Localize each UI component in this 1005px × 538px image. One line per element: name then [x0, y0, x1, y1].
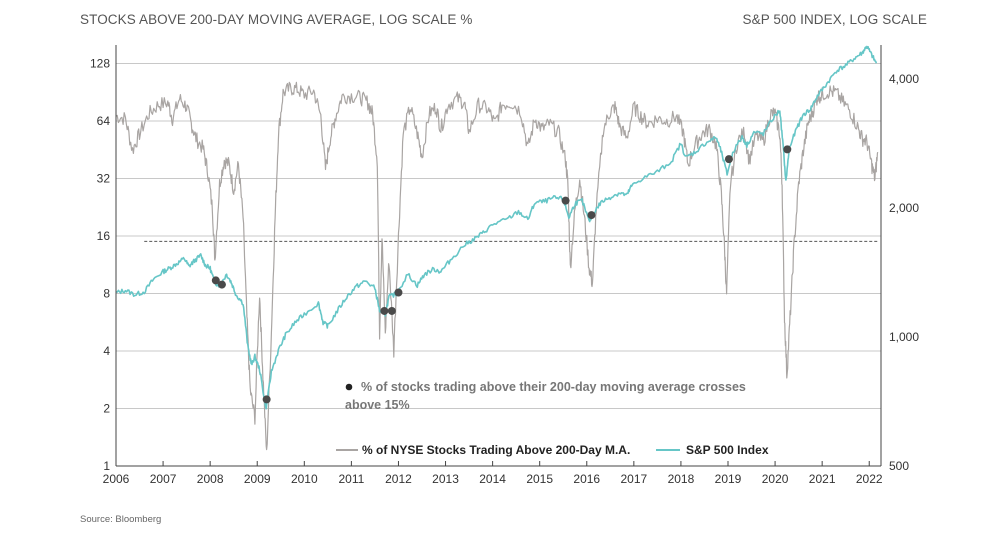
annotation: % of stocks trading above their 200-day …: [345, 380, 746, 412]
x-tick-label: 2016: [573, 472, 600, 486]
sp500-line: [115, 45, 878, 410]
right-tick-label: 1,000: [889, 330, 919, 344]
x-tick-label: 2013: [432, 472, 459, 486]
legend-label-stocks: % of NYSE Stocks Trading Above 200-Day M…: [362, 443, 630, 457]
annotation-line-1: % of stocks trading above their 200-day …: [361, 380, 746, 394]
left-tick-label: 64: [97, 114, 111, 128]
x-tick-label: 2020: [762, 472, 789, 486]
x-tick-label: 2018: [668, 472, 695, 486]
left-tick-label: 4: [103, 344, 110, 358]
crossing-dot: [561, 196, 570, 205]
crossing-dot: [724, 155, 733, 164]
legend: % of NYSE Stocks Trading Above 200-Day M…: [336, 443, 769, 457]
annotation-line-2: above 15%: [345, 398, 410, 412]
x-tick-label: 2022: [856, 472, 883, 486]
x-tick-label: 2014: [479, 472, 506, 486]
crossing-dot: [217, 280, 226, 289]
left-tick-label: 1: [103, 459, 110, 473]
source-note: Source: Bloomberg: [80, 514, 162, 525]
x-tick-label: 2009: [244, 472, 271, 486]
left-tick-label: 2: [103, 402, 110, 416]
left-tick-label: 8: [103, 287, 110, 301]
x-tick-label: 2017: [620, 472, 647, 486]
x-tick-label: 2010: [291, 472, 318, 486]
right-tick-label: 2,000: [889, 201, 919, 215]
x-tick-label: 2019: [715, 472, 742, 486]
crossing-dot: [380, 306, 389, 315]
x-tick-label: 2021: [809, 472, 836, 486]
stocks-above-ma-series: [115, 81, 879, 451]
legend-label-sp500: S&P 500 Index: [686, 443, 769, 457]
crossing-dot: [262, 395, 271, 404]
x-tick-label: 2012: [385, 472, 412, 486]
crossing-dot: [394, 288, 403, 297]
stocks-above-ma-line: [115, 81, 879, 451]
right-tick-label: 500: [889, 459, 909, 473]
crossing-markers: [211, 145, 792, 404]
x-tick-label: 2015: [526, 472, 553, 486]
axes: 1 2 4 8 16 32 64 128 500 1,000 2,000 4,000 2006 2007 2…: [90, 45, 919, 486]
left-tick-label: 16: [97, 229, 111, 243]
annotation-bullet: [345, 383, 353, 391]
crossing-dot: [387, 306, 396, 315]
x-tick-label: 2011: [338, 472, 364, 486]
left-axis-title: STOCKS ABOVE 200-DAY MOVING AVERAGE, LOG…: [80, 12, 473, 27]
sp500-series: [115, 45, 878, 410]
left-tick-label: 128: [90, 57, 110, 71]
crossing-dot: [211, 276, 220, 285]
right-axis-title: S&P 500 INDEX, LOG SCALE: [742, 12, 927, 27]
left-tick-label: 32: [97, 172, 111, 186]
right-tick-label: 4,000: [889, 72, 919, 86]
x-tick-label: 2006: [103, 472, 130, 486]
crossing-dot: [783, 145, 792, 154]
x-tick-label: 2007: [150, 472, 177, 486]
x-tick-label: 2008: [197, 472, 224, 486]
crossing-dot: [587, 211, 596, 220]
